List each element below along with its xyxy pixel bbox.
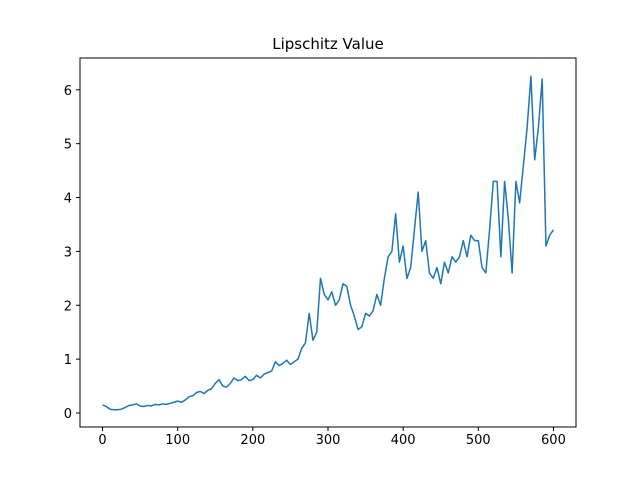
y-tick-label: 0 bbox=[64, 407, 72, 422]
x-tick-label: 200 bbox=[240, 433, 265, 448]
x-tick-label: 100 bbox=[165, 433, 190, 448]
y-tick-label: 3 bbox=[64, 245, 72, 260]
x-tick-label: 600 bbox=[541, 433, 566, 448]
y-tick-label: 4 bbox=[64, 192, 72, 207]
y-tick-label: 6 bbox=[64, 84, 72, 99]
y-tick-label: 2 bbox=[64, 299, 72, 314]
y-tick-label: 5 bbox=[64, 138, 72, 153]
x-tick-label: 400 bbox=[391, 433, 416, 448]
x-tick-label: 300 bbox=[316, 433, 341, 448]
data-line bbox=[102, 75, 555, 411]
x-tick-label: 500 bbox=[466, 433, 491, 448]
x-tick-label: 0 bbox=[98, 433, 106, 448]
y-tick-label: 1 bbox=[64, 353, 72, 368]
chart-title: Lipschitz Value bbox=[272, 35, 384, 53]
